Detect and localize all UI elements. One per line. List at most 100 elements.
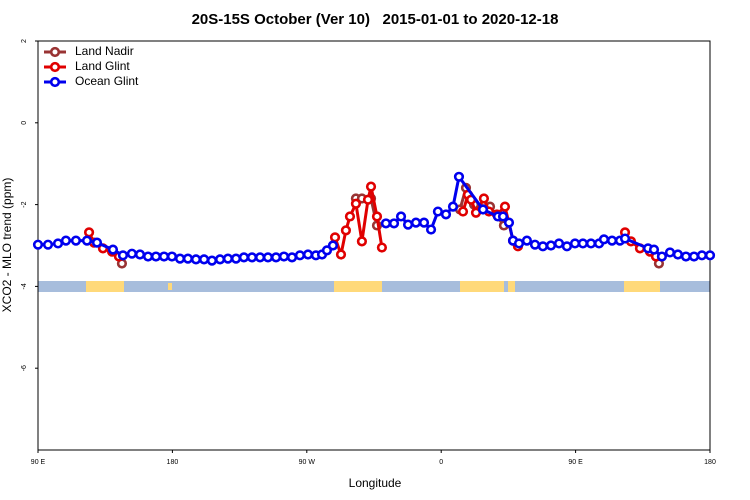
series-point [344, 211, 356, 222]
series-point [425, 224, 437, 235]
series-point [174, 253, 186, 264]
series-point [497, 211, 509, 222]
series-point [410, 217, 422, 228]
y-tick-label: 0 [21, 121, 28, 125]
series-point [278, 251, 290, 262]
land-patch [508, 281, 515, 292]
y-tick-label: -2 [21, 201, 28, 207]
series-point [656, 251, 668, 262]
series-point [246, 252, 258, 263]
series-point [513, 238, 525, 249]
x-tick-label: 90 W [299, 459, 316, 466]
series-point [230, 253, 242, 264]
y-tick-label: -6 [21, 365, 28, 371]
series-point [52, 238, 64, 249]
series-point [457, 206, 469, 217]
series-point [418, 217, 430, 228]
series-point [499, 201, 511, 212]
series-point [117, 250, 129, 261]
series-point [362, 194, 374, 205]
series-point [553, 238, 565, 249]
series-point [477, 204, 489, 215]
series-point [585, 238, 597, 249]
y-axis-label: XCO2 - MLO trend (ppm) [0, 178, 14, 313]
series-point [134, 249, 146, 260]
series-point [380, 218, 392, 229]
series-point [166, 251, 178, 262]
series-line [333, 186, 384, 261]
series-point [190, 254, 202, 265]
x-tick-label: 0 [439, 459, 443, 466]
x-tick-label: 90 E [31, 459, 46, 466]
legend-label: Land Glint [75, 59, 130, 73]
series-point [619, 233, 631, 244]
series-point [198, 254, 210, 265]
series-point [294, 250, 306, 261]
land-patch [86, 281, 124, 292]
y-tick-label: 2 [21, 39, 28, 43]
x-tick-label: 180 [704, 459, 716, 466]
y-tick-label: -4 [21, 283, 28, 289]
series-point [107, 244, 119, 255]
series-point [453, 171, 465, 182]
series-point [222, 253, 234, 264]
series-point [83, 227, 95, 238]
series-point [81, 235, 93, 246]
series-point [529, 239, 541, 250]
series-point [478, 193, 490, 204]
series-point [356, 236, 368, 247]
legend-marker [49, 61, 61, 73]
series-point [350, 198, 362, 209]
series-point [254, 252, 266, 263]
series-point [402, 219, 414, 230]
series-point [606, 235, 618, 246]
x-axis-label: Longitude [349, 476, 402, 490]
series-point [150, 251, 162, 262]
series-point [126, 248, 138, 259]
land-patch [168, 283, 172, 290]
series-point [60, 235, 72, 246]
series-point [91, 237, 103, 248]
series-point [286, 252, 298, 263]
land-patch [334, 281, 382, 292]
series-point [569, 238, 581, 249]
series-point [329, 232, 341, 243]
series-point [70, 235, 82, 246]
series-point [664, 247, 676, 258]
series-point [561, 241, 573, 252]
series-point [432, 206, 444, 217]
series-point [704, 250, 716, 261]
series-point [238, 252, 250, 263]
legend-label: Ocean Glint [75, 74, 139, 88]
series-point [376, 242, 388, 253]
series-point [302, 249, 314, 260]
series-point [340, 225, 352, 236]
series-point [42, 239, 54, 250]
series-point [270, 252, 282, 263]
series-point [696, 250, 708, 261]
series-point [214, 254, 226, 265]
legend-marker [49, 76, 61, 88]
series-point [648, 244, 660, 255]
series-point [32, 239, 44, 250]
series-point [672, 249, 683, 260]
series-point [537, 241, 548, 252]
series-point [521, 235, 533, 246]
series-point [577, 238, 589, 249]
series-point [335, 249, 347, 260]
series-point [598, 234, 610, 245]
series-point [395, 211, 407, 222]
series-point [680, 251, 692, 262]
series-point [688, 251, 700, 262]
series-point [365, 181, 377, 192]
legend-marker [49, 46, 61, 58]
series-point [503, 217, 515, 228]
series-point [158, 251, 170, 262]
x-tick-label: 90 E [568, 459, 583, 466]
series-point [206, 255, 218, 266]
series-point [388, 218, 400, 229]
land-patch [624, 281, 660, 292]
series-point [447, 201, 459, 212]
series-point [440, 209, 452, 220]
plot-frame [37, 40, 711, 451]
